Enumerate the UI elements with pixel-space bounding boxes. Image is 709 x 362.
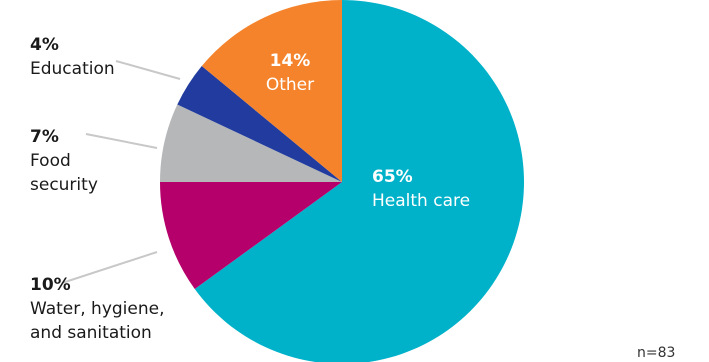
- slice-label-education: 4% Education: [30, 35, 115, 79]
- slice-labels: 65% Health care 10% Water, hygiene, and sani…: [30, 35, 470, 343]
- slice-category-label: Health care: [372, 191, 470, 211]
- slice-label-health-care: 65% Health care: [372, 167, 470, 211]
- sample-size-note: n=83: [637, 345, 675, 361]
- slice-category-label: Education: [30, 59, 115, 79]
- slice-category-label: Food: [30, 151, 71, 171]
- slice-value-label: 4%: [30, 35, 59, 55]
- slice-food-security: [160, 104, 342, 182]
- slice-category-label: Other: [266, 75, 314, 95]
- slice-other: [201, 0, 342, 182]
- leader-lines: [61, 60, 181, 284]
- leader-line-education: [115, 60, 181, 80]
- slice-education: [177, 65, 342, 182]
- slice-category-label: security: [30, 175, 98, 195]
- leader-line-water-hygiene-and-sanitation: [61, 251, 158, 284]
- slice-health-care: [194, 0, 524, 362]
- pie-slices: [160, 0, 524, 362]
- slice-value-label: 7%: [30, 127, 59, 147]
- slice-category-label: and sanitation: [30, 323, 152, 343]
- leader-line-food-security: [85, 133, 158, 149]
- slice-water-hygiene-and-sanitation: [160, 182, 342, 289]
- slice-value-label: 10%: [30, 275, 71, 295]
- slice-value-label: 14%: [270, 51, 311, 71]
- slice-value-label: 65%: [372, 167, 413, 187]
- slice-label-food-security: 7% Food security: [30, 127, 98, 195]
- slice-category-label: Water, hygiene,: [30, 299, 165, 319]
- slice-label-other: 14% Other: [266, 51, 314, 95]
- slice-label-water-hygiene-and-sanitation: 10% Water, hygiene, and sanitation: [30, 275, 165, 343]
